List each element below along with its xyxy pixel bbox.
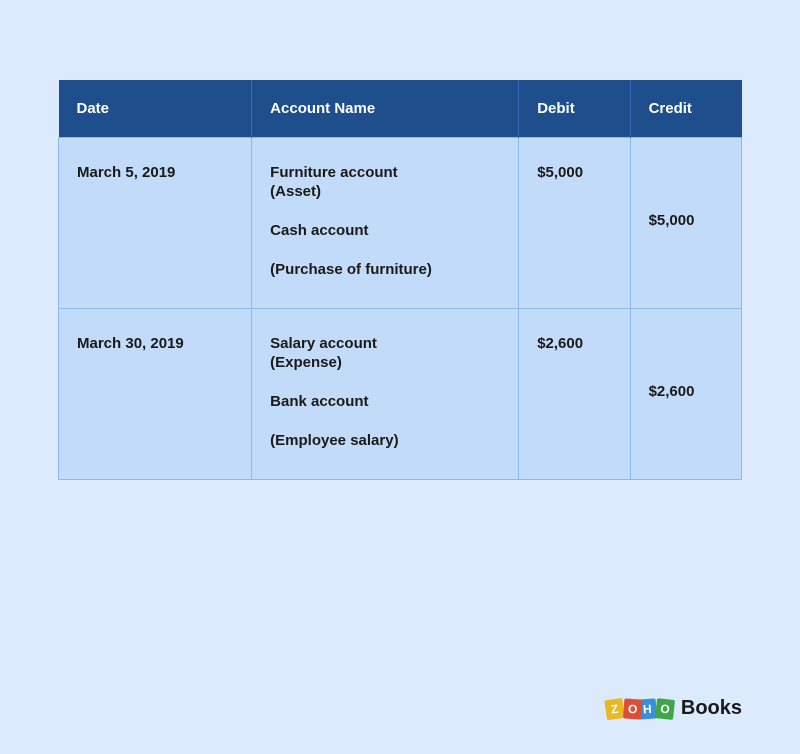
account-line1: Bank account: [270, 393, 500, 410]
account-line2: (Expense): [270, 354, 500, 371]
account-line1: (Employee salary): [270, 432, 500, 449]
credit-amount: $5,000: [649, 212, 723, 229]
debit-amount: $2,600: [537, 335, 611, 352]
zoho-tile-o: O: [623, 698, 642, 719]
zoho-tile-o2: O: [655, 698, 675, 720]
account-entry: (Employee salary): [270, 432, 500, 449]
col-debit: Debit: [519, 80, 630, 138]
journal-table-container: Date Account Name Debit Credit March 5, …: [58, 80, 742, 480]
cell-debit: $5,000: [519, 138, 630, 309]
col-date: Date: [59, 80, 252, 138]
debit-amount: $5,000: [537, 164, 611, 181]
account-entry: Furniture account (Asset): [270, 164, 500, 200]
col-credit: Credit: [630, 80, 741, 138]
table-body: March 5, 2019 Furniture account (Asset) …: [59, 138, 742, 480]
journal-table: Date Account Name Debit Credit March 5, …: [58, 80, 742, 480]
account-line1: Cash account: [270, 222, 500, 239]
zoho-tile-z: Z: [604, 697, 625, 719]
cell-date: March 5, 2019: [59, 138, 252, 309]
zoho-books-logo: Z O H O Books: [607, 697, 742, 720]
table-row: March 30, 2019 Salary account (Expense) …: [59, 309, 742, 480]
cell-credit: $2,600: [630, 309, 741, 480]
account-entry: Salary account (Expense): [270, 335, 500, 371]
account-line2: (Asset): [270, 183, 500, 200]
zoho-logo-tiles: Z O H O: [607, 699, 673, 719]
credit-amount: $2,600: [649, 383, 723, 400]
col-account-name: Account Name: [252, 80, 519, 138]
account-entry: Bank account: [270, 393, 500, 410]
table-header: Date Account Name Debit Credit: [59, 80, 742, 138]
cell-date: March 30, 2019: [59, 309, 252, 480]
account-entry: (Purchase of furniture): [270, 261, 500, 278]
account-line1: Furniture account: [270, 164, 500, 181]
books-label: Books: [681, 697, 742, 720]
cell-account-name: Furniture account (Asset) Cash account (…: [252, 138, 519, 309]
account-line1: (Purchase of furniture): [270, 261, 500, 278]
account-entry: Cash account: [270, 222, 500, 239]
cell-debit: $2,600: [519, 309, 630, 480]
cell-account-name: Salary account (Expense) Bank account (E…: [252, 309, 519, 480]
account-line1: Salary account: [270, 335, 500, 352]
table-row: March 5, 2019 Furniture account (Asset) …: [59, 138, 742, 309]
cell-credit: $5,000: [630, 138, 741, 309]
